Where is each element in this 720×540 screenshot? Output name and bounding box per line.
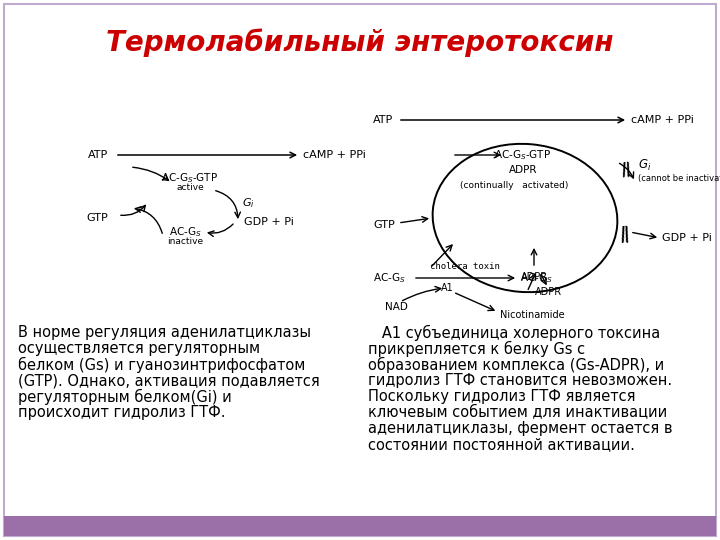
Text: аденилатциклазы, фермент остается в: аденилатциклазы, фермент остается в [368,421,672,436]
Text: Nicotinamide: Nicotinamide [500,310,564,320]
Text: \: \ [623,160,634,180]
Text: ADPR: ADPR [521,272,548,282]
Text: AC-G$_S$: AC-G$_S$ [520,271,553,285]
Text: /: / [619,160,631,180]
Text: Поскольку гидролиз ГТФ является: Поскольку гидролиз ГТФ является [368,389,636,404]
Text: Термолабильный энтеротоксин: Термолабильный энтеротоксин [107,29,613,57]
Text: /: / [617,225,629,245]
Text: AC-G$_S$-GTP: AC-G$_S$-GTP [161,171,219,185]
Text: (continually   activated): (continually activated) [460,180,568,190]
Text: cAMP + PPi: cAMP + PPi [631,115,694,125]
Text: ADPR: ADPR [534,287,562,297]
Text: прикрепляется к белку Gs с: прикрепляется к белку Gs с [368,341,585,357]
Text: регуляторным белком(Gi) и: регуляторным белком(Gi) и [18,389,232,405]
Text: cAMP + PPi: cAMP + PPi [303,150,366,160]
Text: осуществляется регуляторным: осуществляется регуляторным [18,341,260,356]
Text: образованием комплекса (Gs-ADPR), и: образованием комплекса (Gs-ADPR), и [368,357,665,373]
Text: cholera toxin: cholera toxin [430,262,500,271]
Text: GTP: GTP [373,220,395,230]
FancyBboxPatch shape [4,4,716,536]
Text: A1: A1 [441,283,454,293]
Text: inactive: inactive [167,238,203,246]
Text: G$_i$: G$_i$ [242,196,255,210]
Bar [4,516,716,536]
Text: \: \ [620,225,632,245]
Text: гидролиз ГТФ становится невозможен.: гидролиз ГТФ становится невозможен. [368,373,672,388]
Text: А1 субъединица холерного токсина: А1 субъединица холерного токсина [368,325,660,341]
Text: NAD: NAD [385,302,408,312]
Ellipse shape [433,144,617,292]
Text: AC-G$_S$: AC-G$_S$ [168,225,202,239]
Text: AC-G$_S$: AC-G$_S$ [373,271,405,285]
Text: AC-G$_S$-GTP: AC-G$_S$-GTP [495,148,552,162]
Text: GDP + Pi: GDP + Pi [662,233,712,243]
Text: ADPR: ADPR [509,165,537,175]
Text: ATP: ATP [373,115,393,125]
Text: белком (Gs) и гуанозинтрифосфатом: белком (Gs) и гуанозинтрифосфатом [18,357,305,373]
Text: active: active [176,184,204,192]
Text: (cannot be inactivated): (cannot be inactivated) [638,173,720,183]
Text: происходит гидролиз ГТФ.: происходит гидролиз ГТФ. [18,405,225,420]
Text: В норме регуляция аденилатциклазы: В норме регуляция аденилатциклазы [18,325,311,340]
Text: ATP: ATP [88,150,108,160]
Text: ключевым событием для инактивации: ключевым событием для инактивации [368,405,667,420]
Text: (GTP). Однако, активация подавляется: (GTP). Однако, активация подавляется [18,373,320,388]
Text: GDP + Pi: GDP + Pi [244,217,294,227]
Text: состоянии постоянной активации.: состоянии постоянной активации. [368,437,635,452]
Text: G$_i$: G$_i$ [638,158,652,173]
Text: GTP: GTP [86,213,108,223]
